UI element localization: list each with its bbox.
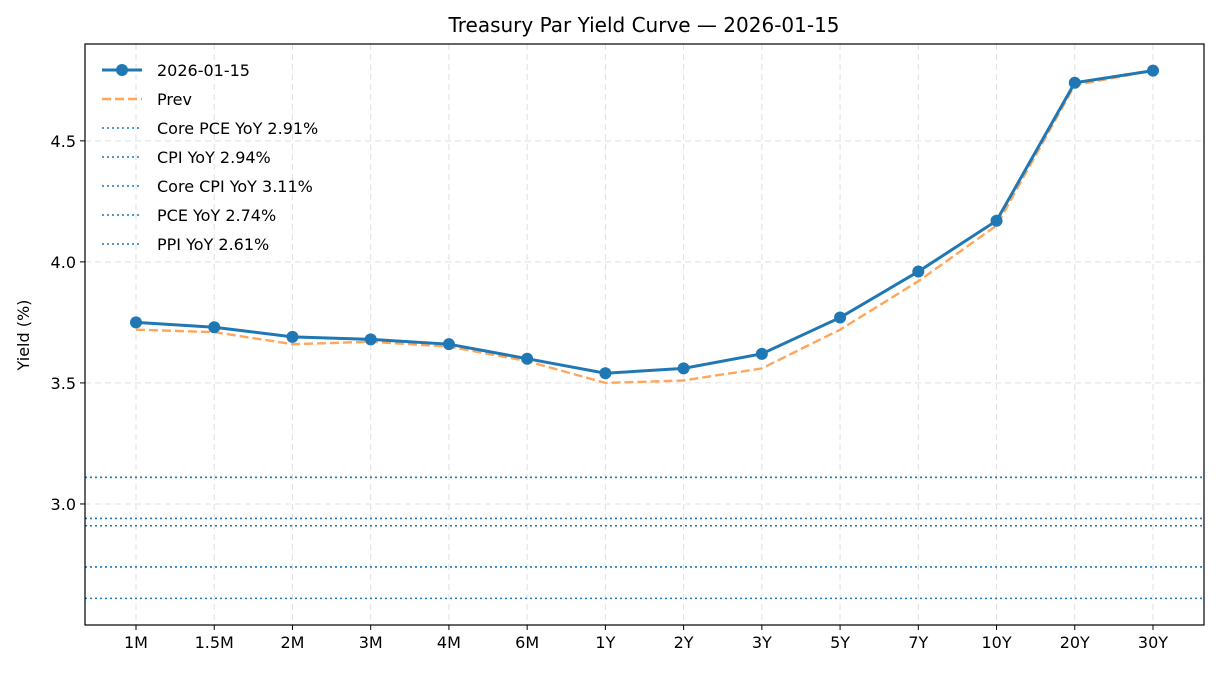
x-tick-label: 7Y (908, 633, 928, 652)
current-series-point (364, 333, 377, 346)
y-axis-label: Yield (%) (14, 300, 33, 372)
y-tick-label: 3.0 (51, 495, 76, 514)
x-tick-label: 4M (437, 633, 461, 652)
x-tick-label: 30Y (1138, 633, 1168, 652)
current-series-line (135, 69, 1154, 375)
legend-label: 2026-01-15 (157, 61, 250, 80)
current-series-point (834, 311, 847, 324)
x-tick-label: 1M (124, 633, 148, 652)
current-series-point (755, 347, 768, 360)
x-tick-label: 2M (280, 633, 304, 652)
legend-label: PPI YoY 2.61% (157, 235, 269, 254)
x-tick-label: 1Y (595, 633, 615, 652)
y-tick-label: 3.5 (51, 374, 76, 393)
x-tick-label: 2Y (674, 633, 694, 652)
legend-label: PCE YoY 2.74% (157, 206, 276, 225)
plot-frame (84, 43, 1205, 626)
current-series-point (286, 330, 299, 343)
x-tick-label: 6M (515, 633, 539, 652)
current-series-point (677, 362, 690, 375)
legend-label: Core CPI YoY 3.11% (157, 177, 313, 196)
current-series-point (521, 352, 534, 365)
prev-series-line (135, 69, 1154, 385)
x-tick-label: 3Y (752, 633, 772, 652)
current-series-point (208, 321, 221, 334)
current-series-point (442, 338, 455, 351)
current-series-point (1147, 64, 1159, 77)
legend-label: Core PCE YoY 2.91% (157, 119, 318, 138)
current-series-point (599, 367, 612, 380)
x-tick-label: 20Y (1060, 633, 1090, 652)
x-tick-label: 3M (359, 633, 383, 652)
y-tick-label: 4.5 (51, 132, 76, 151)
x-tick-label: 5Y (830, 633, 850, 652)
legend-label: CPI YoY 2.94% (157, 148, 271, 167)
current-series-point (130, 316, 142, 329)
current-series-point (990, 214, 1003, 227)
chart-title: Treasury Par Yield Curve — 2026-01-15 (447, 13, 839, 37)
current-series-point (912, 265, 925, 278)
legend-label: Prev (157, 90, 192, 109)
current-series-point (1068, 76, 1081, 89)
y-tick-label: 4.0 (51, 253, 76, 272)
legend-marker (116, 64, 128, 76)
x-tick-label: 1.5M (195, 633, 234, 652)
x-tick-label: 10Y (981, 633, 1011, 652)
